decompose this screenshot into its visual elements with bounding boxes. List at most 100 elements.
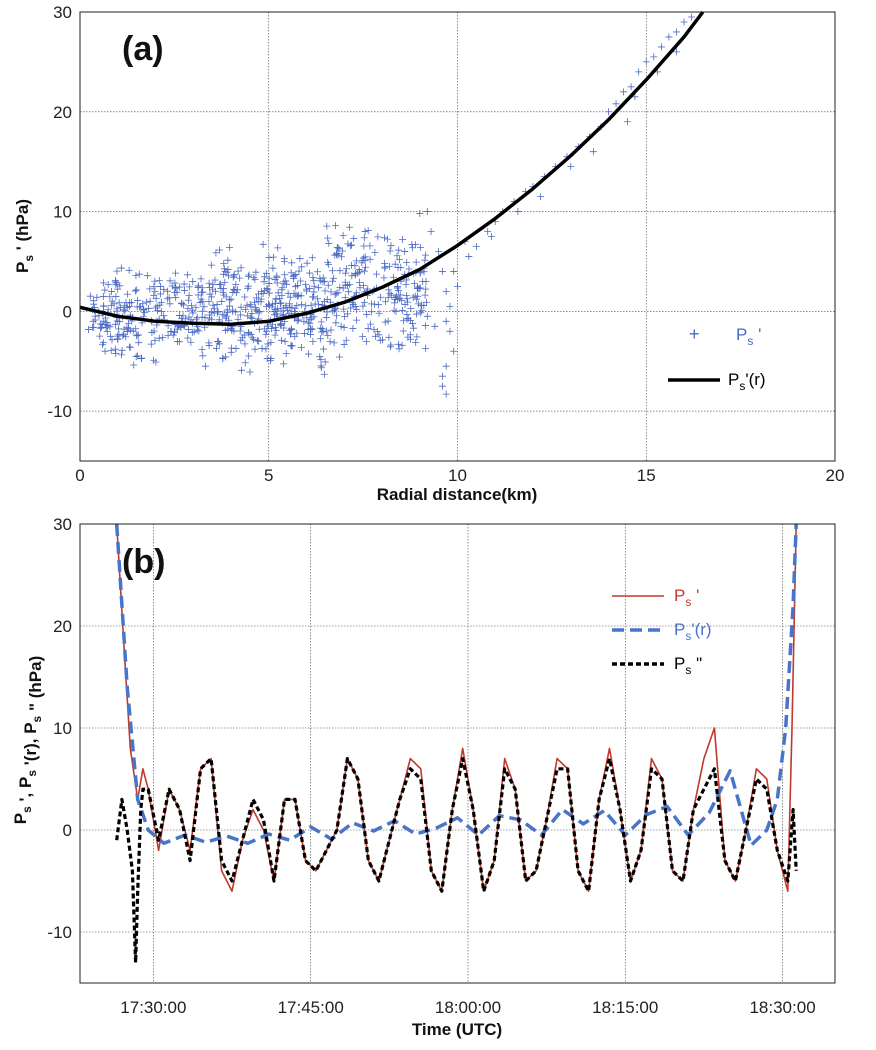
scatter-point bbox=[352, 316, 360, 324]
scatter-point bbox=[360, 267, 368, 275]
scatter-point bbox=[103, 328, 111, 335]
scatter-point bbox=[214, 338, 222, 346]
scatter-point bbox=[442, 317, 450, 325]
scatter-point bbox=[257, 295, 265, 303]
y-tick-label: 10 bbox=[53, 719, 72, 738]
scatter-point bbox=[169, 331, 177, 339]
scatter-point bbox=[411, 241, 419, 249]
scatter-point bbox=[216, 280, 224, 288]
scatter-point bbox=[450, 267, 458, 275]
scatter-point bbox=[380, 274, 388, 282]
scatter-point bbox=[335, 353, 343, 361]
scatter-point bbox=[364, 325, 372, 333]
scatter-point bbox=[287, 342, 295, 350]
scatter-point bbox=[331, 291, 339, 299]
scatter-point bbox=[304, 319, 312, 327]
scatter-point bbox=[330, 274, 338, 282]
scatter-point bbox=[414, 300, 422, 308]
scatter-point bbox=[164, 287, 172, 295]
scatter-point bbox=[172, 269, 180, 277]
scatter-point bbox=[180, 280, 188, 288]
scatter-point bbox=[227, 295, 235, 303]
scatter-point bbox=[297, 277, 305, 285]
scatter-point bbox=[261, 273, 269, 281]
scatter-point bbox=[333, 312, 341, 320]
scatter-point bbox=[384, 293, 392, 301]
scatter-point bbox=[111, 278, 119, 286]
panel-a-frame bbox=[79, 11, 836, 462]
scatter-point bbox=[465, 252, 473, 260]
scatter-point bbox=[397, 263, 405, 271]
scatter-point bbox=[390, 299, 398, 307]
scatter-point bbox=[241, 359, 249, 367]
scatter-point bbox=[364, 227, 372, 235]
scatter-point bbox=[344, 240, 352, 248]
scatter-point bbox=[184, 271, 192, 279]
scatter-point bbox=[309, 293, 317, 301]
scatter-point bbox=[343, 265, 351, 273]
scatter-point bbox=[396, 291, 404, 299]
scatter-point bbox=[263, 327, 271, 335]
scatter-point bbox=[207, 293, 215, 301]
scatter-point bbox=[310, 277, 318, 285]
scatter-point bbox=[288, 259, 296, 267]
scatter-point bbox=[212, 249, 220, 257]
scatter-point bbox=[182, 315, 190, 323]
scatter-point bbox=[395, 246, 403, 254]
scatter-point bbox=[277, 336, 285, 344]
scatter-point bbox=[216, 281, 224, 289]
scatter-point bbox=[107, 347, 115, 355]
scatter-point bbox=[108, 336, 116, 344]
scatter-point bbox=[347, 241, 355, 249]
scatter-point bbox=[414, 292, 422, 300]
scatter-point bbox=[396, 295, 404, 303]
scatter-point bbox=[237, 264, 245, 272]
scatter-point bbox=[216, 246, 224, 254]
scatter-point bbox=[296, 254, 304, 262]
scatter-point bbox=[403, 292, 411, 300]
x-tick-label: 18:15:00 bbox=[592, 998, 658, 1017]
scatter-point bbox=[286, 327, 294, 335]
scatter-point bbox=[143, 298, 151, 306]
scatter-point bbox=[293, 292, 301, 300]
scatter-point bbox=[324, 234, 332, 242]
scatter-point bbox=[408, 319, 416, 327]
scatter-point bbox=[106, 332, 114, 340]
scatter-point bbox=[184, 304, 192, 312]
scatter-point bbox=[321, 287, 329, 295]
scatter-point bbox=[318, 328, 326, 336]
scatter-point bbox=[346, 223, 354, 231]
scatter-point bbox=[160, 286, 168, 294]
scatter-point bbox=[157, 308, 165, 316]
scatter-point bbox=[185, 313, 193, 321]
x-tick-label: 20 bbox=[826, 466, 845, 485]
scatter-point bbox=[134, 331, 142, 339]
x-tick-label: 0 bbox=[75, 466, 84, 485]
scatter-point bbox=[350, 235, 358, 243]
panel-a-ylabel: Ps ' (hPa) bbox=[13, 199, 36, 273]
scatter-point bbox=[117, 264, 125, 272]
scatter-point bbox=[394, 283, 402, 291]
scatter-point bbox=[134, 352, 142, 360]
scatter-point bbox=[287, 330, 295, 338]
scatter-point bbox=[472, 242, 480, 250]
scatter-point bbox=[395, 345, 403, 353]
scatter-point bbox=[238, 334, 246, 342]
scatter-point bbox=[310, 282, 318, 290]
y-tick-label: 30 bbox=[53, 3, 72, 22]
scatter-point bbox=[166, 277, 174, 285]
scatter-point bbox=[537, 193, 545, 201]
scatter-point bbox=[248, 309, 256, 317]
scatter-point bbox=[130, 361, 138, 369]
scatter-point bbox=[96, 332, 104, 340]
scatter-point bbox=[236, 327, 244, 335]
scatter-point bbox=[277, 299, 285, 307]
scatter-point bbox=[383, 235, 391, 243]
scatter-point bbox=[187, 302, 195, 310]
scatter-point bbox=[254, 290, 262, 298]
scatter-point bbox=[385, 262, 393, 270]
panel-b-legend: Ps ' Ps'(r) Ps " bbox=[612, 586, 712, 677]
scatter-point bbox=[93, 293, 101, 301]
scatter-point bbox=[200, 303, 208, 311]
scatter-point bbox=[416, 210, 424, 218]
